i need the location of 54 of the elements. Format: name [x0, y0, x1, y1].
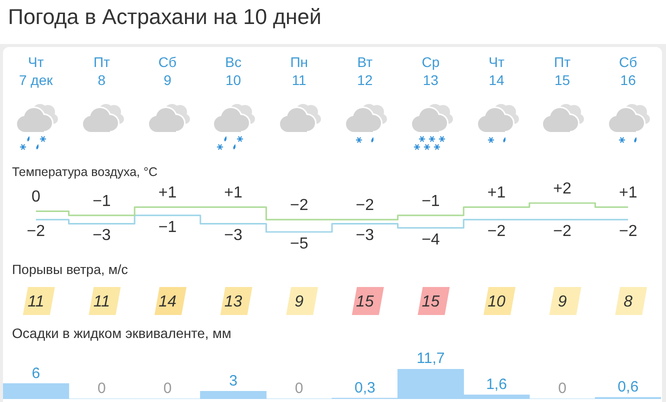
- data-label: −2: [26, 222, 46, 240]
- data-label: 9: [558, 293, 567, 310]
- text: Порывы ветра, м/с: [12, 262, 128, 278]
- data-label: 3: [229, 372, 238, 390]
- x-tick-label: Чт 14: [488, 53, 506, 89]
- chart-title: Погода в Астрахани на 10 дней: [8, 4, 322, 30]
- data-label: 0,3: [354, 379, 376, 396]
- data-label: 9: [294, 293, 304, 310]
- x-tick-label: Вс 10: [224, 53, 242, 89]
- data-label: −2: [290, 196, 308, 214]
- chart-subtitle: Температура воздуха, °C: [12, 164, 158, 180]
- data-label: 15: [422, 293, 440, 310]
- data-label: +1: [224, 184, 243, 202]
- data-label: 6: [32, 364, 40, 382]
- data-label: +1: [618, 184, 638, 202]
- data-label: 0: [163, 380, 172, 398]
- data-label: +2: [553, 180, 572, 198]
- x-tick-label: Чт 7 дек: [18, 53, 54, 89]
- x-tick-label: Сб 16: [618, 53, 638, 89]
- data-label: 1,6: [486, 376, 507, 394]
- data-label: 10: [488, 293, 506, 310]
- data-label: 11: [93, 293, 110, 310]
- data-label: −1: [92, 192, 111, 210]
- data-label: 0: [31, 188, 40, 206]
- data-label: −3: [92, 227, 111, 244]
- data-label: 8: [624, 293, 633, 310]
- data-label: −2: [356, 196, 374, 214]
- data-label: 13: [224, 293, 242, 310]
- data-label: −5: [290, 235, 308, 252]
- data-label: −2: [553, 222, 572, 240]
- data-label: 0,6: [618, 378, 639, 396]
- x-tick-label: Сб 9: [157, 53, 178, 89]
- x-tick-label: Пн 11: [289, 53, 309, 89]
- data-label: 11,7: [416, 350, 445, 368]
- x-tick-label: Пт 15: [553, 53, 572, 89]
- data-label: 11: [28, 293, 44, 310]
- data-label: 0: [294, 380, 304, 398]
- data-label: +1: [487, 184, 506, 202]
- data-label: 15: [356, 293, 374, 310]
- data-label: −1: [158, 218, 177, 236]
- x-tick-label: Вт 12: [356, 53, 374, 89]
- x-tick-label: Ср 13: [420, 53, 441, 89]
- data-label: 14: [158, 293, 176, 310]
- data-label: 0: [558, 380, 566, 398]
- data-label: −2: [618, 222, 638, 240]
- data-label: −3: [224, 227, 243, 244]
- chart-title: Осадки в жидком эквиваленте, мм: [12, 326, 232, 342]
- data-label: 0: [98, 380, 106, 398]
- x-tick-label: Пт 8: [92, 53, 111, 89]
- data-label: +1: [158, 184, 177, 202]
- data-label: −2: [487, 222, 506, 240]
- data-label: −3: [356, 227, 374, 244]
- data-label: −1: [422, 192, 440, 210]
- data-label: −4: [422, 231, 440, 248]
